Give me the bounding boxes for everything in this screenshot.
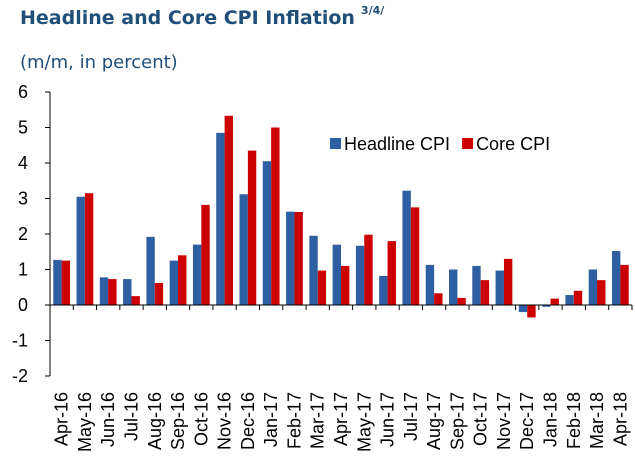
bar — [154, 282, 164, 305]
x-tick-label: Apr-16 — [52, 392, 72, 446]
bar — [573, 290, 583, 305]
x-tick-label: Sep-16 — [168, 392, 188, 450]
bar — [178, 255, 187, 305]
legend-label: Core CPI — [476, 134, 550, 154]
bar — [169, 260, 179, 305]
legend-label: Headline CPI — [344, 134, 450, 154]
x-tick-label: Nov-16 — [215, 392, 235, 450]
x-tick-label: May-16 — [75, 392, 95, 452]
bar — [527, 305, 536, 318]
bar — [123, 279, 132, 305]
bar — [317, 270, 327, 305]
bar — [597, 280, 606, 305]
x-tick-label: Mar-17 — [308, 392, 328, 449]
bar — [53, 259, 62, 305]
bar — [611, 251, 621, 305]
bar — [379, 275, 388, 305]
bar — [620, 264, 629, 305]
bar — [355, 245, 365, 305]
bar — [341, 265, 350, 305]
x-tick-label: Sep-17 — [447, 392, 467, 450]
bar — [503, 258, 513, 305]
x-tick-label: Nov-17 — [494, 392, 514, 450]
bar — [294, 211, 303, 305]
bar — [425, 264, 435, 305]
y-tick-label: 4 — [18, 153, 28, 173]
x-tick-label: Jan-18 — [541, 392, 561, 447]
x-tick-label: Dec-17 — [517, 392, 537, 450]
x-tick-label: Feb-17 — [284, 392, 304, 449]
bar — [518, 305, 528, 313]
y-tick-label: -2 — [12, 366, 28, 386]
bar — [410, 207, 420, 305]
x-tick-label: Oct-17 — [471, 392, 491, 446]
bar — [108, 279, 117, 305]
y-tick-label: 0 — [18, 295, 28, 315]
bar — [542, 305, 551, 307]
bar — [550, 298, 559, 305]
title-note: 3/4/ — [361, 4, 385, 17]
bar — [434, 293, 443, 305]
x-tick-label: Dec-16 — [238, 392, 258, 450]
bar — [309, 235, 318, 305]
x-tick-label: Jan-17 — [261, 392, 281, 447]
bar — [332, 244, 341, 305]
bar — [146, 236, 155, 305]
legend-swatch — [462, 138, 474, 149]
y-tick-label: 1 — [18, 260, 28, 280]
x-tick-label: Oct-16 — [191, 392, 211, 446]
x-tick-label: Feb-18 — [564, 392, 584, 449]
bar — [192, 244, 202, 305]
x-tick-label: Aug-17 — [424, 392, 444, 450]
bar — [449, 269, 458, 305]
bar — [224, 115, 233, 305]
bar — [495, 270, 504, 305]
x-tick-label: Jul-16 — [121, 392, 141, 441]
y-tick-label: 2 — [18, 224, 28, 244]
bar — [472, 265, 481, 305]
bar — [457, 297, 466, 305]
bar — [402, 190, 411, 305]
bar — [286, 211, 295, 305]
bar — [84, 193, 94, 305]
x-tick-label: Jun-16 — [98, 392, 118, 447]
legend-swatch — [330, 138, 341, 149]
bar — [565, 295, 574, 305]
x-tick-label: May-17 — [354, 392, 374, 452]
x-tick-label: Jun-17 — [378, 392, 398, 447]
bar — [99, 277, 109, 305]
bar — [216, 132, 225, 305]
bar — [387, 241, 396, 305]
bar — [588, 269, 598, 305]
bar — [247, 150, 257, 305]
y-tick-label: -1 — [12, 331, 28, 351]
bar — [201, 204, 210, 305]
x-tick-label: Aug-16 — [145, 392, 165, 450]
x-tick-label: Mar-18 — [587, 392, 607, 449]
x-tick-label: Apr-18 — [610, 392, 630, 446]
chart-title: Headline and Core CPI Inflation — [20, 7, 355, 29]
chart-subtitle: (m/m, in percent) — [20, 52, 178, 73]
bar — [262, 161, 272, 305]
y-tick-label: 5 — [18, 118, 28, 138]
bar — [271, 127, 280, 305]
bar — [131, 296, 140, 305]
bar — [239, 194, 248, 305]
y-tick-label: 3 — [18, 189, 28, 209]
bar — [61, 260, 71, 305]
bar — [480, 280, 490, 305]
y-tick-label: 6 — [18, 82, 28, 102]
x-tick-label: Jul-17 — [401, 392, 421, 441]
bar — [76, 196, 85, 305]
x-tick-label: Apr-17 — [331, 392, 351, 446]
bar — [364, 234, 373, 305]
